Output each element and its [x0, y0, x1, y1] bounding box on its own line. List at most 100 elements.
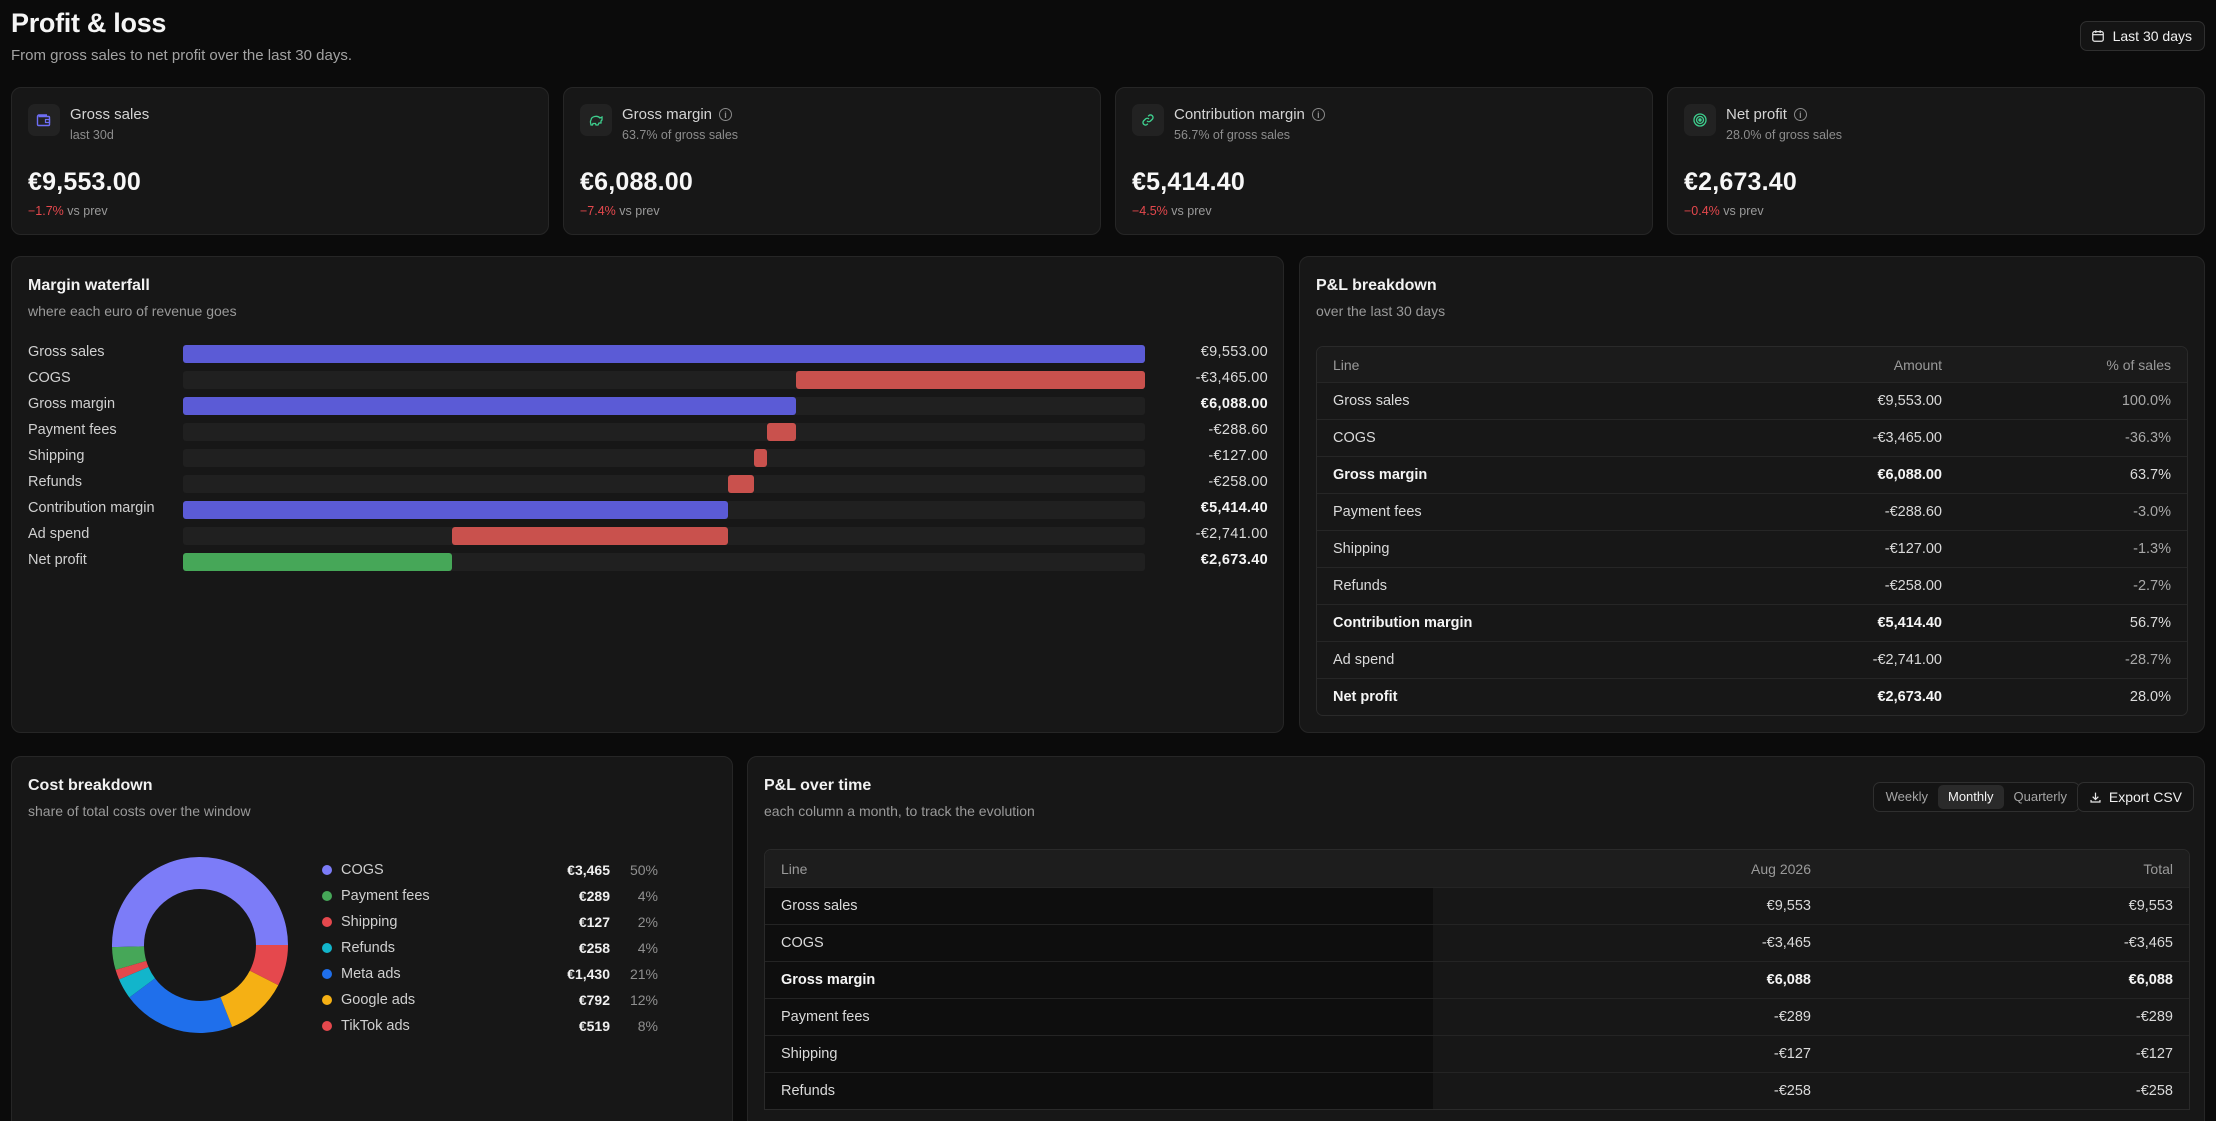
legend-value: €792 [578, 992, 610, 1008]
legend-item: Payment fees €289 4% [322, 883, 658, 909]
waterfall-bar [183, 501, 729, 519]
cell-pct: 63.7% [2129, 467, 2171, 483]
info-icon[interactable]: i [719, 108, 733, 121]
waterfall-bar [728, 475, 755, 493]
waterfall-bar [796, 371, 1145, 389]
panel-subtitle: where each euro of revenue goes [28, 303, 237, 319]
cell-line: COGS [1333, 430, 1376, 446]
waterfall-track [183, 501, 1145, 519]
cell-amount: -€258.00 [1884, 578, 1942, 594]
wallet-icon [36, 114, 51, 127]
kpi-value: €9,553.00 [28, 168, 142, 196]
cell-amount: €6,088.00 [1877, 467, 1942, 483]
legend-name: Meta ads [341, 966, 401, 982]
table-header-row: Line Amount % of sales [1317, 347, 2187, 382]
waterfall-row-amount: €5,414.40 [1200, 500, 1268, 516]
waterfall-row: Contribution margin €5,414.40 [28, 496, 1268, 522]
cell-line: Gross margin [1333, 467, 1428, 483]
waterfall-row-amount: €2,673.40 [1200, 552, 1268, 568]
cell-line: Refunds [765, 1073, 1433, 1109]
kpi-delta: −7.4% vs prev [580, 204, 660, 218]
waterfall-row: COGS -€3,465.00 [28, 366, 1268, 392]
cell-amount: €5,414.40 [1877, 615, 1942, 631]
donut-slice[interactable] [119, 966, 156, 998]
page-subtitle: From gross sales to net profit over the … [11, 47, 352, 64]
table-row: Refunds -€258 -€258 [765, 1072, 2189, 1109]
waterfall-row-amount: €6,088.00 [1200, 396, 1268, 412]
waterfall-row: Ad spend -€2,741.00 [28, 522, 1268, 548]
kpi-value: €6,088.00 [580, 168, 694, 196]
waterfall-row-amount: -€2,741.00 [1195, 526, 1268, 542]
table-row: COGS -€3,465.00 -36.3% [1317, 419, 2187, 456]
table-row: Ad spend -€2,741.00 -28.7% [1317, 641, 2187, 678]
waterfall-row: Refunds -€258.00 [28, 470, 1268, 496]
donut-slice[interactable] [220, 970, 279, 1027]
panel-title: P&L over time [764, 777, 872, 794]
legend-pct: 50% [629, 862, 658, 878]
kpi-card: Gross sales last 30d €9,553.00 −1.7% vs pre… [11, 87, 549, 235]
donut-slice[interactable] [129, 978, 233, 1033]
kpi-icon-box [580, 104, 612, 136]
waterfall-row: Net profit €2,673.40 [28, 548, 1268, 574]
table-row: Refunds -€258.00 -2.7% [1317, 567, 2187, 604]
legend-swatch [322, 969, 332, 979]
table-row: Net profit €2,673.40 28.0% [1317, 678, 2187, 715]
kpi-delta-value: −7.4% [580, 204, 616, 218]
tab-quarterly[interactable]: Quarterly [2013, 789, 2067, 804]
waterfall-row-label: Payment fees [28, 422, 117, 438]
waterfall-row-amount: €9,553.00 [1200, 344, 1268, 360]
kpi-label: Gross margin i [622, 106, 733, 123]
waterfall-bar [754, 449, 767, 467]
date-range-label: Last 30 days [2112, 28, 2192, 44]
cell-line: Net profit [1333, 689, 1398, 705]
cell-amount: €9,553.00 [1877, 393, 1942, 409]
info-icon[interactable]: i [1311, 108, 1325, 121]
tab-weekly[interactable]: Weekly [1885, 789, 1928, 804]
table-row: Gross sales €9,553 €9,553 [765, 887, 2189, 924]
waterfall-row-label: Gross margin [28, 396, 116, 412]
legend-pct: 12% [629, 992, 658, 1008]
cell-amount: -€288.60 [1884, 504, 1942, 520]
table-row: Shipping -€127.00 -1.3% [1317, 530, 2187, 567]
link-icon [1142, 114, 1154, 126]
period-toggle: Weekly Monthly Quarterly [1872, 782, 2080, 812]
legend-item: Meta ads €1,430 21% [322, 961, 658, 987]
piggy-bank-icon [589, 115, 603, 126]
legend-swatch [322, 995, 332, 1005]
donut-slice[interactable] [115, 960, 149, 980]
waterfall-track [183, 371, 1145, 389]
info-icon[interactable]: i [1793, 108, 1807, 121]
waterfall-bar [767, 423, 797, 441]
legend-swatch [322, 1021, 332, 1031]
cell-line: Refunds [1333, 578, 1388, 594]
legend-swatch [322, 943, 332, 953]
column-header-amount: Amount [1893, 356, 1942, 373]
export-csv-button[interactable]: Export CSV [2076, 782, 2194, 812]
kpi-label: Gross sales [70, 106, 149, 123]
download-icon [2090, 792, 2101, 803]
waterfall-bar [183, 397, 797, 415]
cell-month: -€258 [1773, 1083, 1811, 1099]
kpi-label-text: Gross margin [622, 106, 713, 123]
waterfall-row-amount: -€258.00 [1208, 474, 1268, 490]
waterfall-row: Payment fees -€288.60 [28, 418, 1268, 444]
kpi-sublabel: last 30d [70, 128, 114, 142]
tab-monthly[interactable]: Monthly [1938, 785, 2004, 809]
kpi-delta-suffix: vs prev [1723, 204, 1764, 218]
donut-slice[interactable] [112, 857, 288, 948]
cell-pct: -3.0% [2133, 504, 2171, 520]
kpi-delta-suffix: vs prev [1171, 204, 1212, 218]
cell-month: €9,553 [1766, 898, 1811, 914]
waterfall-track [183, 553, 1145, 571]
kpi-card: Contribution margin i 56.7% of gross sales… [1115, 87, 1653, 235]
donut-slice[interactable] [249, 945, 288, 986]
calendar-icon [2091, 30, 2104, 42]
donut-slice[interactable] [112, 946, 147, 970]
legend-pct: 8% [637, 1018, 658, 1034]
panel-subtitle: share of total costs over the window [28, 803, 251, 819]
legend-name: COGS [341, 862, 384, 878]
pl-breakdown-table: Line Amount % of sales Gross sales €9,553.00… [1316, 346, 2188, 716]
date-range-button[interactable]: Last 30 days [2079, 21, 2205, 51]
waterfall-row-label: Contribution margin [28, 500, 155, 516]
cell-line: COGS [765, 925, 1433, 961]
